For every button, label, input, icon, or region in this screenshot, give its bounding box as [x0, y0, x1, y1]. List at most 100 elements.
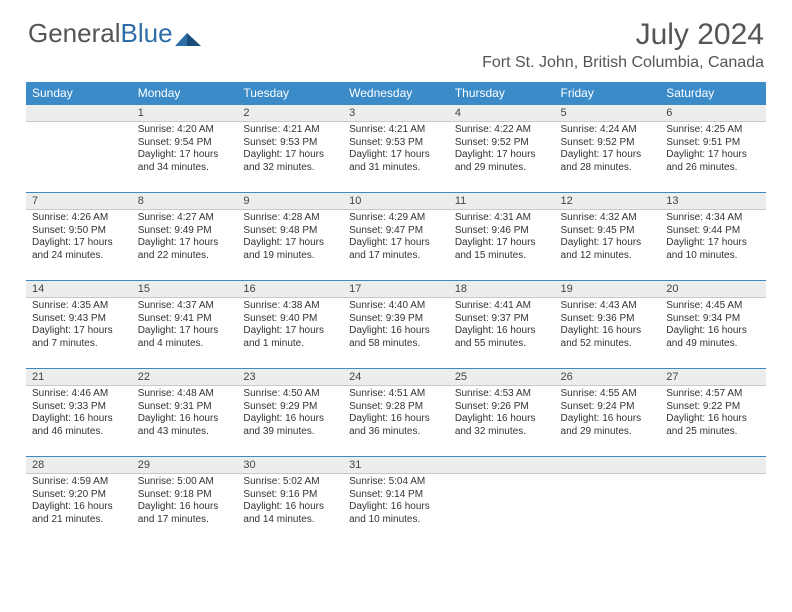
day-line: Daylight: 16 hours: [455, 325, 549, 338]
day-line: and 21 minutes.: [32, 514, 126, 527]
day-line: Sunset: 9:47 PM: [349, 225, 443, 238]
day-line: and 36 minutes.: [349, 426, 443, 439]
day-number: 30: [237, 456, 343, 474]
day-line: and 29 minutes.: [455, 162, 549, 175]
day-line: and 10 minutes.: [666, 250, 760, 263]
day-number: 12: [555, 192, 661, 210]
day-number: 11: [449, 192, 555, 210]
day-body: Sunrise: 4:53 AMSunset: 9:26 PMDaylight:…: [449, 386, 555, 442]
day-body: Sunrise: 5:00 AMSunset: 9:18 PMDaylight:…: [132, 474, 238, 530]
day-line: and 19 minutes.: [243, 250, 337, 263]
day-line: Sunset: 9:18 PM: [138, 489, 232, 502]
day-cell: 7Sunrise: 4:26 AMSunset: 9:50 PMDaylight…: [26, 192, 132, 280]
day-body: [555, 474, 661, 480]
day-number: [26, 104, 132, 122]
day-body: Sunrise: 4:38 AMSunset: 9:40 PMDaylight:…: [237, 298, 343, 354]
day-cell: 4 Sunrise: 4:22 AMSunset: 9:52 PMDaylight…: [449, 104, 555, 192]
day-line: Daylight: 16 hours: [138, 501, 232, 514]
day-number: 20: [660, 280, 766, 298]
day-header: Thursday: [449, 82, 555, 104]
day-cell: 17Sunrise: 4:40 AMSunset: 9:39 PMDayligh…: [343, 280, 449, 368]
day-number: 26: [555, 368, 661, 386]
day-number: 4: [449, 104, 555, 122]
day-header: Tuesday: [237, 82, 343, 104]
day-body: Sunrise: 4:26 AMSunset: 9:50 PMDaylight:…: [26, 210, 132, 266]
day-line: Sunrise: 5:00 AM: [138, 476, 232, 489]
day-line: Sunrise: 4:21 AM: [349, 124, 443, 137]
day-body: Sunrise: 4:28 AMSunset: 9:48 PMDaylight:…: [237, 210, 343, 266]
day-line: Sunrise: 4:41 AM: [455, 300, 549, 313]
day-line: Sunset: 9:52 PM: [455, 137, 549, 150]
day-line: and 26 minutes.: [666, 162, 760, 175]
day-header-row: SundayMondayTuesdayWednesdayThursdayFrid…: [26, 82, 766, 104]
week-row: 7Sunrise: 4:26 AMSunset: 9:50 PMDaylight…: [26, 192, 766, 280]
day-line: Sunset: 9:52 PM: [561, 137, 655, 150]
day-cell: 11Sunrise: 4:31 AMSunset: 9:46 PMDayligh…: [449, 192, 555, 280]
day-body: Sunrise: 4:35 AMSunset: 9:43 PMDaylight:…: [26, 298, 132, 354]
day-line: Sunrise: 4:22 AM: [455, 124, 549, 137]
day-body: [26, 122, 132, 128]
day-body: Sunrise: 4:59 AMSunset: 9:20 PMDaylight:…: [26, 474, 132, 530]
day-line: and 52 minutes.: [561, 338, 655, 351]
day-line: and 43 minutes.: [138, 426, 232, 439]
day-line: Daylight: 16 hours: [666, 325, 760, 338]
day-line: and 4 minutes.: [138, 338, 232, 351]
day-line: Sunset: 9:29 PM: [243, 401, 337, 414]
week-row: 1Sunrise: 4:20 AMSunset: 9:54 PMDaylight…: [26, 104, 766, 192]
day-cell: 12Sunrise: 4:32 AMSunset: 9:45 PMDayligh…: [555, 192, 661, 280]
day-line: Sunrise: 5:04 AM: [349, 476, 443, 489]
day-line: Sunset: 9:45 PM: [561, 225, 655, 238]
day-body: Sunrise: 4:21 AMSunset: 9:53 PMDaylight:…: [237, 122, 343, 178]
day-cell: 19Sunrise: 4:43 AMSunset: 9:36 PMDayligh…: [555, 280, 661, 368]
day-line: Sunset: 9:31 PM: [138, 401, 232, 414]
day-line: and 32 minutes.: [243, 162, 337, 175]
day-body: Sunrise: 4:51 AMSunset: 9:28 PMDaylight:…: [343, 386, 449, 442]
day-body: Sunrise: 4:27 AMSunset: 9:49 PMDaylight:…: [132, 210, 238, 266]
day-line: Daylight: 16 hours: [32, 413, 126, 426]
day-line: Daylight: 17 hours: [561, 237, 655, 250]
day-cell: 8Sunrise: 4:27 AMSunset: 9:49 PMDaylight…: [132, 192, 238, 280]
day-line: Sunrise: 4:24 AM: [561, 124, 655, 137]
day-cell: 20Sunrise: 4:45 AMSunset: 9:34 PMDayligh…: [660, 280, 766, 368]
day-line: Daylight: 17 hours: [666, 237, 760, 250]
day-line: and 39 minutes.: [243, 426, 337, 439]
day-line: Daylight: 16 hours: [243, 413, 337, 426]
day-line: Sunset: 9:14 PM: [349, 489, 443, 502]
day-number: 9: [237, 192, 343, 210]
day-body: Sunrise: 4:46 AMSunset: 9:33 PMDaylight:…: [26, 386, 132, 442]
day-number: 10: [343, 192, 449, 210]
day-cell: 3Sunrise: 4:21 AMSunset: 9:53 PMDaylight…: [343, 104, 449, 192]
day-number: 17: [343, 280, 449, 298]
day-line: Sunset: 9:53 PM: [349, 137, 443, 150]
day-line: Sunrise: 4:55 AM: [561, 388, 655, 401]
day-line: and 28 minutes.: [561, 162, 655, 175]
day-line: Sunset: 9:39 PM: [349, 313, 443, 326]
month-title: July 2024: [482, 18, 764, 52]
day-number: 22: [132, 368, 238, 386]
day-line: and 17 minutes.: [138, 514, 232, 527]
day-line: Daylight: 16 hours: [32, 501, 126, 514]
day-body: Sunrise: 4:43 AMSunset: 9:36 PMDaylight:…: [555, 298, 661, 354]
day-line: Daylight: 17 hours: [32, 237, 126, 250]
day-cell: 21Sunrise: 4:46 AMSunset: 9:33 PMDayligh…: [26, 368, 132, 456]
day-body: Sunrise: 4:20 AMSunset: 9:54 PMDaylight:…: [132, 122, 238, 178]
day-number: 3: [343, 104, 449, 122]
day-line: Daylight: 17 hours: [455, 149, 549, 162]
day-body: Sunrise: 4:24 AMSunset: 9:52 PMDaylight:…: [555, 122, 661, 178]
day-cell: 22Sunrise: 4:48 AMSunset: 9:31 PMDayligh…: [132, 368, 238, 456]
day-number: 1: [132, 104, 238, 122]
day-number: 24: [343, 368, 449, 386]
day-body: [449, 474, 555, 480]
day-line: Daylight: 16 hours: [349, 501, 443, 514]
day-line: Sunset: 9:44 PM: [666, 225, 760, 238]
day-line: Sunrise: 4:29 AM: [349, 212, 443, 225]
day-line: Daylight: 17 hours: [349, 237, 443, 250]
day-line: Sunrise: 4:43 AM: [561, 300, 655, 313]
day-number: 18: [449, 280, 555, 298]
day-cell: [26, 104, 132, 192]
day-header: Friday: [555, 82, 661, 104]
day-number: 31: [343, 456, 449, 474]
day-body: Sunrise: 4:29 AMSunset: 9:47 PMDaylight:…: [343, 210, 449, 266]
day-line: Daylight: 17 hours: [138, 149, 232, 162]
header: GeneralBlue July 2024 Fort St. John, Bri…: [0, 0, 792, 78]
